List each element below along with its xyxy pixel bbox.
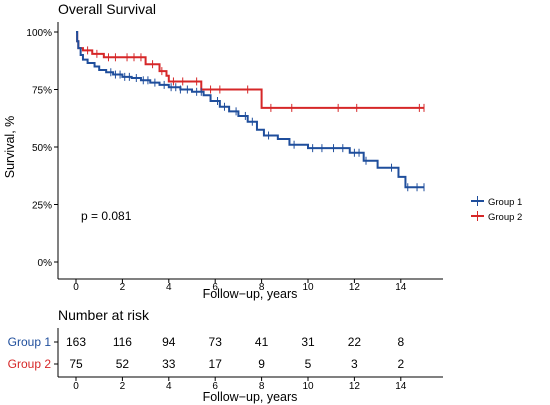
risk-cell-group-1: 116: [113, 335, 132, 349]
km-y-tick-label: 0%: [38, 258, 53, 269]
risk-table-x-axis-label: Follow−up, years: [203, 390, 298, 404]
risk-x-tick-label: 8: [259, 381, 265, 392]
risk-cell-group-2: 3: [351, 357, 358, 371]
km-x-ticks: 0 2 4 6 8 10 12 14: [73, 279, 407, 293]
risk-cell-group-1: 163: [66, 335, 86, 349]
km-x-tick-label: 12: [349, 282, 361, 293]
risk-cell-group-2: 17: [209, 357, 223, 371]
km-x-tick-label: 0: [73, 282, 79, 293]
risk-cell-group-2: 9: [258, 357, 265, 371]
risk-cell-group-1: 8: [397, 335, 404, 349]
km-y-axis-label: Survival, %: [3, 116, 17, 179]
risk-x-tick-label: 14: [395, 381, 407, 392]
risk-cell-group-1: 41: [255, 335, 269, 349]
risk-x-tick-label: 0: [73, 381, 79, 392]
km-x-tick-label: 6: [212, 282, 218, 293]
km-curve-group-2: [76, 31, 424, 109]
legend-item-group-1: Group 1: [471, 196, 522, 208]
risk-cell-group-2: 2: [397, 357, 404, 371]
km-x-tick-label: 4: [166, 282, 172, 293]
km-y-ticks: 0% 25% 50% 75% 100%: [26, 28, 58, 269]
p-value-annotation: p = 0.081: [81, 209, 132, 223]
risk-x-tick-label: 6: [212, 381, 218, 392]
legend: Group 1 Group 2: [471, 196, 522, 223]
risk-x-tick-label: 10: [302, 381, 314, 392]
risk-row-label-group-2: Group 2: [8, 357, 52, 371]
km-x-tick-label: 14: [395, 282, 407, 293]
km-y-tick-label: 75%: [32, 86, 52, 97]
risk-x-tick-label: 4: [166, 381, 172, 392]
legend-label-group-1: Group 1: [488, 197, 522, 208]
risk-cell-group-2: 75: [69, 357, 83, 371]
risk-cell-group-1: 94: [162, 335, 176, 349]
risk-table-title: Number at risk: [58, 307, 150, 323]
risk-x-tick-label: 2: [120, 381, 126, 392]
risk-cell-group-1: 31: [301, 335, 315, 349]
risk-table-cells: 163 116 94 73 41 31 22 8 75 52 33 17 9 5 3 2: [66, 335, 404, 371]
risk-cell-group-2: 5: [305, 357, 312, 371]
km-x-tick-label: 10: [302, 282, 314, 293]
km-x-axis-label: Follow−up, years: [203, 287, 298, 301]
km-series-group: [76, 31, 425, 192]
legend-item-group-2: Group 2: [471, 211, 522, 223]
risk-x-tick-label: 12: [349, 381, 361, 392]
km-y-tick-label: 25%: [32, 201, 52, 212]
km-x-tick-label: 8: [259, 282, 265, 293]
risk-row-label-group-1: Group 1: [8, 335, 52, 349]
km-curve-group-1: [76, 31, 424, 189]
risk-cell-group-2: 33: [162, 357, 176, 371]
risk-cell-group-1: 22: [348, 335, 362, 349]
risk-cell-group-2: 52: [116, 357, 130, 371]
km-title: Overall Survival: [58, 1, 156, 17]
km-x-tick-label: 2: [120, 282, 126, 293]
km-y-tick-label: 50%: [32, 143, 52, 154]
km-y-tick-label: 100%: [26, 28, 52, 39]
risk-cell-group-1: 73: [209, 335, 223, 349]
risk-table-x-ticks: 0 2 4 6 8 10 12 14: [73, 377, 407, 392]
legend-label-group-2: Group 2: [488, 212, 522, 223]
